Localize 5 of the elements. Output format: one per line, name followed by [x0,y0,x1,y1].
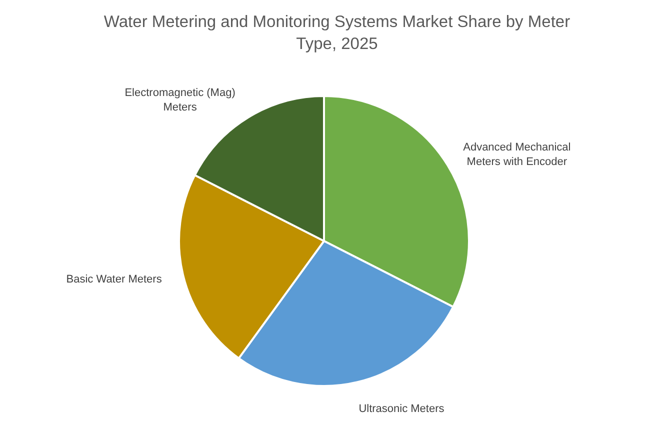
slice-label: Advanced Mechanical Meters with Encoder [463,141,571,168]
slice-label: Electromagnetic (Mag) Meters [124,86,236,114]
slice-label: Ultrasonic Meters [358,402,445,415]
slice-label: Basic Water Meters [66,273,162,286]
chart-title: Water Metering and Monitoring Systems Market Share by Meter Type, 2025 [104,13,571,53]
